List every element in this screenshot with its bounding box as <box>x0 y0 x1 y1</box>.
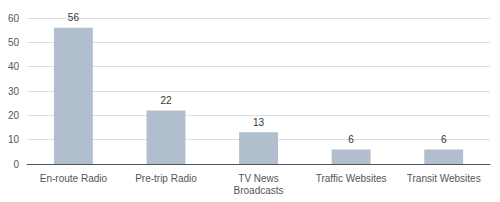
svg-text:40: 40 <box>8 61 20 72</box>
svg-text:6: 6 <box>441 134 447 145</box>
svg-text:56: 56 <box>68 12 80 23</box>
svg-text:En-route Radio: En-route Radio <box>40 173 108 184</box>
svg-text:20: 20 <box>8 110 20 121</box>
svg-text:0: 0 <box>14 159 20 170</box>
svg-text:10: 10 <box>8 134 20 145</box>
svg-text:6: 6 <box>348 134 354 145</box>
svg-text:Pre-trip Radio: Pre-trip Radio <box>135 173 197 184</box>
svg-text:30: 30 <box>8 86 20 97</box>
svg-text:Traffic Websites: Traffic Websites <box>316 173 387 184</box>
svg-text:22: 22 <box>160 95 172 106</box>
svg-text:Transit Websites: Transit Websites <box>407 173 481 184</box>
svg-text:Broadcasts: Broadcasts <box>234 185 284 196</box>
svg-text:50: 50 <box>8 37 20 48</box>
svg-text:13: 13 <box>253 117 265 128</box>
svg-text:60: 60 <box>8 13 20 24</box>
svg-text:TV News: TV News <box>238 173 279 184</box>
